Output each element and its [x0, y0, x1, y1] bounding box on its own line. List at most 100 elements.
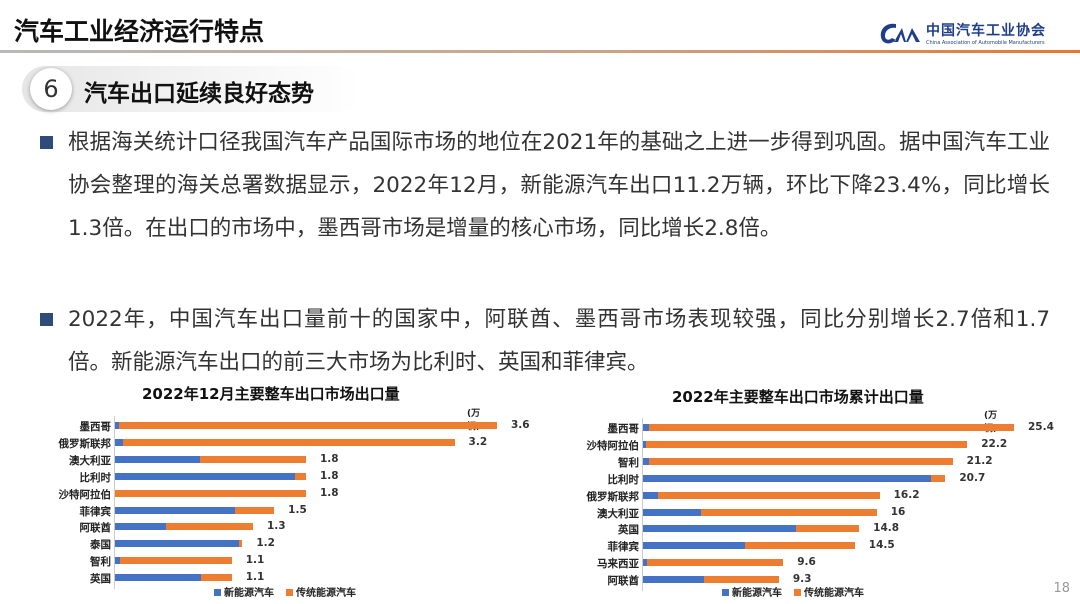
bar-nev [643, 440, 646, 448]
bar-traditional [645, 440, 968, 448]
section-number: 6 [30, 68, 72, 110]
category-label: 智利 [618, 456, 639, 469]
bar-nev [643, 508, 702, 516]
bar-nev [115, 540, 240, 548]
bullet-2: 2022年，中国汽车出口量前十的国家中，阿联酋、墨西哥市场表现较强，同比分别增长… [40, 298, 1050, 384]
bar-traditional [930, 474, 946, 482]
bar-traditional [704, 576, 779, 584]
bar-traditional [647, 559, 784, 567]
caam-logo-icon [880, 23, 920, 44]
category-label: 马来西亚 [597, 558, 639, 571]
bar-nev [115, 557, 121, 565]
category-label: 比利时 [79, 471, 112, 484]
bar-nev [643, 559, 648, 567]
legend-label: 传统能源汽车 [804, 588, 864, 599]
category-label: 澳大利亚 [69, 454, 111, 467]
bullet-1: 根据海关统计口径我国汽车产品国际市场的地位在2021年的基础之上进一步得到巩固。… [40, 121, 1050, 250]
legend-item: 新能源汽车 [214, 584, 274, 599]
category-label: 沙特阿拉伯 [58, 488, 112, 501]
bar-nev [115, 574, 201, 582]
category-label: 智利 [90, 556, 111, 569]
category-label: 墨西哥 [607, 423, 640, 435]
chart-legend: 新能源汽车 传统能源汽车 [722, 584, 864, 599]
data-label: 3.2 [468, 435, 488, 448]
bullet-square-icon [40, 136, 53, 149]
category-label: 阿联酋 [79, 522, 112, 535]
page-title: 汽车工业经济运行特点 [14, 17, 265, 46]
category-label: 泰国 [90, 539, 111, 552]
data-label: 14.5 [868, 539, 895, 552]
header-divider [0, 50, 1080, 53]
category-label: 俄罗斯联邦 [586, 490, 640, 503]
legend-item: 传统能源汽车 [286, 584, 356, 599]
data-label: 25.4 [1028, 421, 1054, 433]
bar-traditional [234, 506, 275, 514]
data-label: 1.8 [320, 469, 339, 482]
category-label: 墨西哥 [79, 421, 112, 433]
bar-traditional [200, 574, 232, 582]
category-label: 菲律宾 [607, 541, 640, 554]
legend-swatch-icon [722, 589, 729, 596]
legend-swatch-icon [794, 589, 801, 596]
bar-nev [643, 576, 705, 584]
bar-traditional [120, 557, 232, 565]
data-label: 3.6 [511, 419, 530, 431]
bar-traditional [745, 542, 855, 550]
bar-nev [115, 506, 235, 514]
bar-nev [643, 424, 649, 431]
data-label: 16 [890, 505, 906, 518]
chart-title: 2022年12月主要整车出口市场出口量 [142, 385, 400, 403]
caam-logo: 中国汽车工业协会 China Association of Automobile… [876, 18, 1046, 48]
legend-label: 新能源汽车 [224, 588, 274, 599]
chart-axis [114, 416, 115, 589]
data-label: 9.3 [792, 573, 812, 586]
legend-label: 新能源汽车 [732, 588, 782, 599]
bullet-square-icon [40, 313, 53, 326]
category-label: 菲律宾 [79, 505, 112, 518]
bar-nev [115, 523, 166, 531]
bar-nev [643, 525, 797, 533]
category-label: 澳大利亚 [597, 507, 639, 520]
bar-traditional [796, 525, 860, 533]
legend-swatch-icon [214, 589, 221, 596]
bar-traditional [701, 508, 877, 516]
section-title: 汽车出口延续良好态势 [84, 81, 314, 107]
category-label: 阿联酋 [607, 575, 640, 588]
page-number: 18 [1053, 581, 1070, 596]
logo-name-en: China Association of Automobile Manufact… [926, 40, 1045, 46]
chart-axis [642, 418, 643, 591]
bar-nev [115, 422, 120, 429]
bar-traditional [199, 455, 306, 463]
data-label: 1.1 [245, 571, 265, 584]
data-label: 22.2 [981, 437, 1008, 450]
bar-nev [643, 491, 658, 499]
data-label: 14.8 [873, 522, 900, 535]
data-label: 16.2 [893, 488, 920, 501]
category-label: 俄罗斯联邦 [58, 437, 112, 450]
bar-traditional [119, 422, 497, 429]
legend-item: 新能源汽车 [722, 584, 782, 599]
bar-traditional [239, 540, 243, 548]
bar-traditional [115, 489, 306, 497]
category-label: 比利时 [607, 473, 640, 486]
bar-nev [115, 472, 296, 480]
category-label: 英国 [618, 524, 639, 537]
bar-nev [643, 542, 746, 550]
bar-traditional [123, 438, 455, 446]
data-label: 1.1 [245, 554, 265, 567]
data-label: 1.3 [266, 520, 286, 533]
chart-legend: 新能源汽车 传统能源汽车 [214, 584, 356, 599]
bar-traditional [648, 457, 953, 465]
legend-item: 传统能源汽车 [794, 584, 864, 599]
category-label: 沙特阿拉伯 [586, 439, 640, 452]
chart-title: 2022年主要整车出口市场累计出口量 [672, 388, 924, 406]
data-label: 1.8 [320, 486, 339, 499]
data-label: 1.2 [256, 537, 275, 550]
data-label: 1.8 [320, 452, 339, 465]
bar-nev [643, 457, 649, 465]
legend-swatch-icon [286, 589, 293, 596]
data-label: 20.7 [959, 471, 986, 484]
bar-nev [643, 474, 931, 482]
bar-traditional [165, 523, 253, 531]
bar-nev [115, 438, 124, 446]
